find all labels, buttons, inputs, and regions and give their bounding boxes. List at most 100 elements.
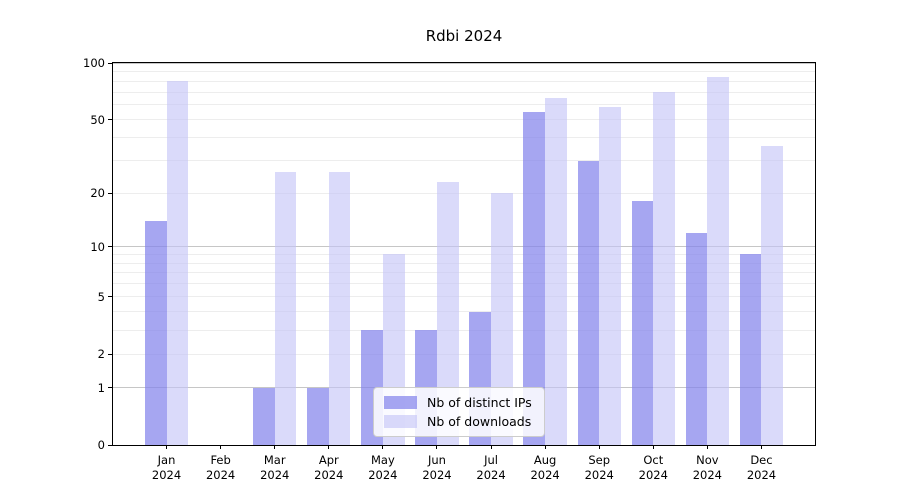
- x-tick-jul: [490, 445, 492, 449]
- legend-entry-downloads: Nb of downloads: [384, 414, 532, 429]
- year-label: 2024: [530, 468, 560, 482]
- gridline-y-4: [113, 311, 815, 313]
- bar-distinct-ips-oct: [631, 201, 654, 445]
- month-label: Sep: [588, 453, 611, 467]
- year-label: 2024: [205, 468, 236, 482]
- legend-swatch-downloads: [384, 415, 417, 428]
- gridline-y-10: [113, 246, 815, 248]
- x-tick-apr: [328, 445, 330, 449]
- bar-downloads-sep: [599, 107, 621, 445]
- year-label: 2024: [260, 468, 290, 482]
- y-tick-100: [108, 62, 112, 64]
- plot-area: 100 50 20 10 5 2 1 0 Jan 2024 Feb 2024 Mar 2024 Apr 202…: [83, 56, 816, 482]
- month-label: Jan: [157, 453, 176, 467]
- month-label: Feb: [210, 453, 231, 467]
- y-tick-label-20: 20: [90, 186, 105, 200]
- year-label: 2024: [314, 468, 344, 482]
- year-label: 2024: [476, 468, 506, 482]
- bar-distinct-ips-sep: [577, 160, 600, 445]
- bar-downloads-mar: [274, 172, 297, 445]
- month-label: Oct: [643, 453, 664, 467]
- legend-label: Nb of downloads: [427, 414, 532, 429]
- month-label: Mar: [263, 453, 286, 467]
- x-tick-label-jun: Jun 2024: [407, 453, 467, 483]
- gridline-y-100: [113, 62, 815, 64]
- y-tick-5: [108, 296, 112, 298]
- gridline-y-60: [113, 104, 815, 106]
- gridline-y-80: [113, 80, 815, 82]
- year-label: 2024: [584, 468, 614, 482]
- x-tick-label-may: May 2024: [353, 453, 413, 483]
- y-tick-label-1: 1: [97, 380, 105, 395]
- bar-downloads-jul: [491, 193, 513, 445]
- x-tick-label-sep: Sep 2024: [569, 453, 629, 483]
- legend-swatch-distinct-ips: [384, 396, 417, 409]
- bar-downloads-aug: [545, 98, 567, 445]
- bar-downloads-apr: [328, 172, 351, 445]
- month-label: Jul: [484, 453, 498, 467]
- year-label: 2024: [692, 468, 722, 482]
- gridline-y-30: [113, 160, 815, 162]
- gridline-y-90: [113, 71, 815, 73]
- x-tick-label-apr: Apr 2024: [299, 453, 359, 483]
- gridline-y-20: [113, 192, 815, 194]
- y-tick-label-5: 5: [97, 289, 105, 304]
- bar-distinct-ips-aug: [523, 111, 546, 445]
- x-tick-oct: [652, 445, 654, 449]
- month-label: Aug: [533, 453, 557, 467]
- x-tick-sep: [598, 445, 600, 449]
- bar-downloads-jun: [436, 181, 459, 445]
- x-tick-dec: [760, 445, 762, 449]
- year-label: 2024: [151, 468, 182, 482]
- x-tick-label-feb: Feb 2024: [191, 453, 251, 483]
- y-tick-label-100: 100: [83, 56, 105, 70]
- x-tick-jan: [166, 445, 168, 449]
- bar-distinct-ips-nov: [685, 232, 708, 445]
- x-tick-may: [382, 445, 384, 449]
- bar-downloads-jan: [166, 81, 189, 445]
- x-tick-label-oct: Oct 2024: [623, 453, 683, 483]
- y-tick-label-10: 10: [90, 239, 105, 254]
- x-tick-mar: [274, 445, 276, 449]
- gridline-y-9: [113, 253, 815, 255]
- year-label: 2024: [638, 468, 668, 482]
- x-tick-nov: [706, 445, 708, 449]
- month-label: May: [370, 453, 395, 467]
- gridline-y-6: [113, 283, 815, 285]
- y-tick-label-50: 50: [90, 112, 105, 127]
- chart-title: Rdbi 2024: [425, 27, 503, 45]
- legend-entry-distinct-ips: Nb of distinct IPs: [384, 395, 532, 410]
- bar-distinct-ips-dec: [739, 254, 762, 445]
- x-tick-feb: [220, 445, 222, 449]
- x-tick-label-mar: Mar 2024: [245, 453, 305, 483]
- gridline-y-2: [113, 353, 815, 355]
- bar-distinct-ips-jan: [144, 220, 167, 445]
- bar-downloads-dec: [761, 146, 784, 445]
- x-tick-label-jan: Jan 2024: [137, 453, 197, 483]
- y-tick-2: [108, 353, 112, 355]
- y-tick-10: [108, 246, 112, 248]
- x-tick-label-aug: Aug 2024: [515, 453, 575, 483]
- x-tick-jun: [436, 445, 438, 449]
- year-label: 2024: [422, 468, 452, 482]
- gridline-y-40: [113, 137, 815, 139]
- y-tick-1: [108, 387, 112, 389]
- x-tick-label-nov: Nov 2024: [677, 453, 737, 483]
- y-tick-label-0: 0: [97, 438, 105, 452]
- month-label: Jun: [427, 453, 446, 467]
- month-label: Dec: [750, 453, 773, 467]
- gridline-y-70: [113, 91, 815, 93]
- month-label: Apr: [318, 453, 339, 467]
- y-tick-0: [108, 444, 112, 446]
- gridline-y-50: [113, 119, 815, 121]
- bar-distinct-ips-apr: [307, 387, 329, 445]
- x-tick-label-dec: Dec 2024: [731, 453, 791, 483]
- bar-downloads-oct: [653, 92, 675, 445]
- y-tick-label-2: 2: [97, 347, 105, 362]
- y-tick-50: [108, 119, 112, 121]
- month-label: Nov: [696, 453, 719, 467]
- gridline-y-5: [113, 296, 815, 298]
- x-tick-aug: [544, 445, 546, 449]
- y-tick-20: [108, 192, 112, 194]
